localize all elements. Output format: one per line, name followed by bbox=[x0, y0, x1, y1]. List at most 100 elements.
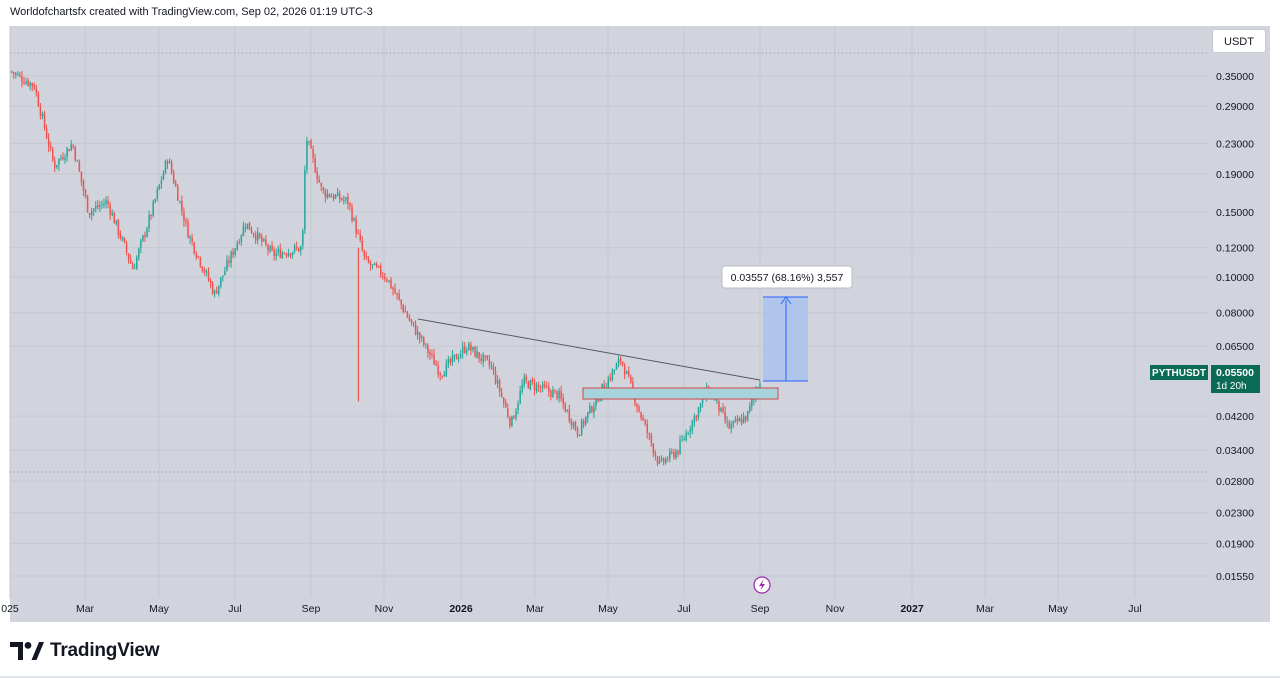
last-price-tag-bg bbox=[1211, 365, 1260, 393]
candle-body bbox=[203, 269, 206, 273]
candle-body bbox=[156, 189, 159, 199]
candle-body bbox=[568, 409, 571, 421]
candle-body bbox=[179, 201, 181, 203]
candle-body bbox=[189, 236, 191, 239]
candle-body bbox=[500, 392, 503, 397]
candle-body bbox=[591, 406, 593, 413]
candle-body bbox=[62, 157, 64, 160]
candle-body bbox=[226, 260, 228, 271]
candle-body bbox=[95, 206, 97, 209]
candle-body bbox=[669, 451, 671, 459]
candle-body bbox=[609, 377, 612, 380]
candle-body bbox=[671, 451, 673, 453]
candle-body bbox=[505, 402, 507, 408]
candle-body bbox=[736, 418, 739, 422]
candle-body bbox=[607, 378, 610, 389]
price-tick-label: 0.06500 bbox=[1216, 341, 1254, 353]
candle-body bbox=[611, 370, 614, 380]
candle-body bbox=[617, 359, 620, 364]
candle-body bbox=[246, 223, 249, 229]
price-tick-label: 0.01900 bbox=[1216, 538, 1254, 550]
candle-body bbox=[459, 353, 462, 358]
candle-body bbox=[537, 385, 540, 387]
candle-body bbox=[443, 374, 446, 377]
candle-body bbox=[365, 256, 368, 258]
candle-body bbox=[60, 157, 62, 159]
measure-label-box bbox=[721, 265, 853, 289]
candle-body bbox=[242, 226, 245, 236]
candle-body bbox=[410, 319, 413, 323]
price-tick-label: 0.12000 bbox=[1216, 243, 1254, 255]
candle-body bbox=[146, 228, 148, 237]
candle-body bbox=[21, 76, 23, 82]
candle-body bbox=[336, 192, 339, 197]
candle-body bbox=[558, 391, 560, 399]
candle-body bbox=[238, 242, 241, 244]
candle-body bbox=[295, 246, 298, 248]
candle-body bbox=[398, 294, 400, 299]
candle-body bbox=[578, 434, 581, 437]
candle-body bbox=[728, 422, 730, 429]
tradingview-logo[interactable]: TradingView bbox=[10, 638, 160, 664]
candle-body bbox=[15, 73, 17, 75]
candle-body bbox=[638, 406, 640, 412]
candle-body bbox=[13, 72, 15, 74]
candle-body bbox=[359, 233, 361, 240]
drawings: 0.03557 (68.16%) 3,557 bbox=[417, 265, 853, 594]
candle-body bbox=[517, 403, 519, 410]
candle-body bbox=[232, 251, 234, 256]
brand-name: TradingView bbox=[50, 640, 160, 661]
candle-body bbox=[648, 433, 651, 435]
candle-body bbox=[679, 440, 681, 455]
time-tick-label: Mar bbox=[526, 603, 545, 615]
candle-body bbox=[380, 266, 382, 276]
candle-body bbox=[207, 271, 210, 281]
candle-body bbox=[441, 376, 443, 378]
price-tick-label: 0.29000 bbox=[1216, 101, 1254, 113]
candle-body bbox=[675, 451, 677, 459]
time-tick-label: Nov bbox=[375, 603, 394, 615]
candle-body bbox=[744, 415, 747, 421]
candle-body bbox=[76, 160, 79, 162]
last-price-value: 0.05500 bbox=[1216, 367, 1254, 379]
candle-body bbox=[490, 365, 493, 367]
candle-body bbox=[275, 253, 277, 257]
candle-body bbox=[234, 248, 236, 255]
candle-body bbox=[533, 382, 536, 391]
candle-body bbox=[699, 403, 702, 409]
candle-body bbox=[88, 212, 91, 215]
candle-body bbox=[345, 197, 347, 200]
candle-body bbox=[507, 408, 509, 417]
candle-body bbox=[308, 141, 310, 143]
candle-body bbox=[667, 459, 669, 461]
candle-body bbox=[695, 415, 698, 419]
price-tick-label: 0.02800 bbox=[1216, 476, 1254, 488]
candle-body bbox=[170, 162, 173, 173]
candle-body bbox=[269, 246, 271, 252]
candle-body bbox=[162, 172, 165, 180]
time-axis: 025 Mar May Jul Sep Nov 2026 Mar May Jul Sep Nov 202… bbox=[1, 603, 1141, 615]
candle-body bbox=[341, 198, 343, 201]
candle-body bbox=[277, 249, 279, 253]
candle-body bbox=[724, 411, 726, 422]
candle-body bbox=[31, 82, 33, 86]
candle-body bbox=[84, 190, 87, 197]
candle-body bbox=[406, 312, 409, 318]
candle-body bbox=[488, 359, 491, 366]
candle-body bbox=[224, 270, 226, 276]
candle-body bbox=[484, 355, 487, 357]
currency-button[interactable]: USDT bbox=[1212, 29, 1266, 53]
candle-body bbox=[498, 380, 501, 392]
candle-body bbox=[742, 416, 745, 423]
candle-body bbox=[466, 350, 468, 353]
candle-body bbox=[332, 195, 335, 200]
chart-area[interactable] bbox=[10, 26, 1270, 622]
candle-body bbox=[738, 418, 741, 422]
candle-body bbox=[472, 346, 474, 350]
candle-body bbox=[244, 227, 247, 229]
measure-label: 0.03557 (68.16%) 3,557 bbox=[721, 265, 853, 289]
candle-body bbox=[587, 412, 589, 418]
candle-body bbox=[357, 233, 359, 235]
candle-body bbox=[658, 460, 661, 464]
